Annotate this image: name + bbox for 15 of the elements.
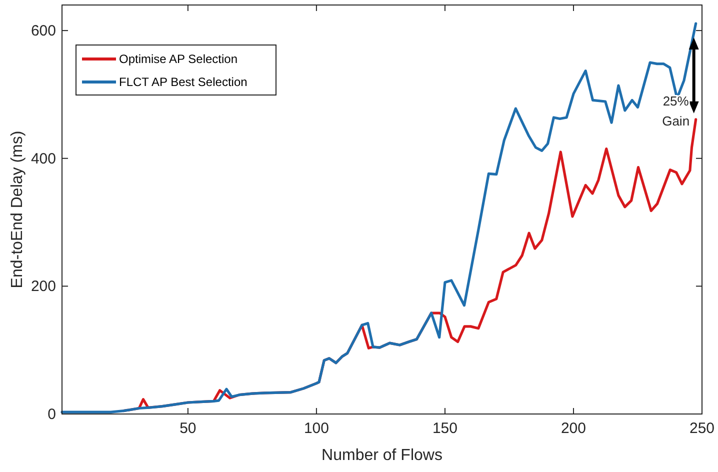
- x-tick-label: 50: [180, 420, 196, 437]
- y-tick-label: 0: [48, 406, 56, 423]
- y-tick-label: 200: [30, 278, 56, 296]
- x-axis-title: Number of Flows: [322, 447, 442, 464]
- x-tick-label: 200: [560, 420, 586, 437]
- y-tick-label: 600: [30, 22, 56, 40]
- line-series: [60, 22, 698, 414]
- legend-label: Optimise AP Selection: [119, 52, 238, 66]
- y-tick-label: 400: [30, 150, 56, 168]
- annotation: 25% Gain: [662, 93, 690, 128]
- y-axis-title: End-toEnd Delay (ms): [9, 130, 26, 288]
- x-tick-label: 250: [689, 420, 715, 437]
- x-tick-label: 150: [432, 420, 458, 437]
- x-tick-label: 100: [304, 420, 329, 437]
- legend-label: FLCT AP Best Selection: [119, 75, 248, 89]
